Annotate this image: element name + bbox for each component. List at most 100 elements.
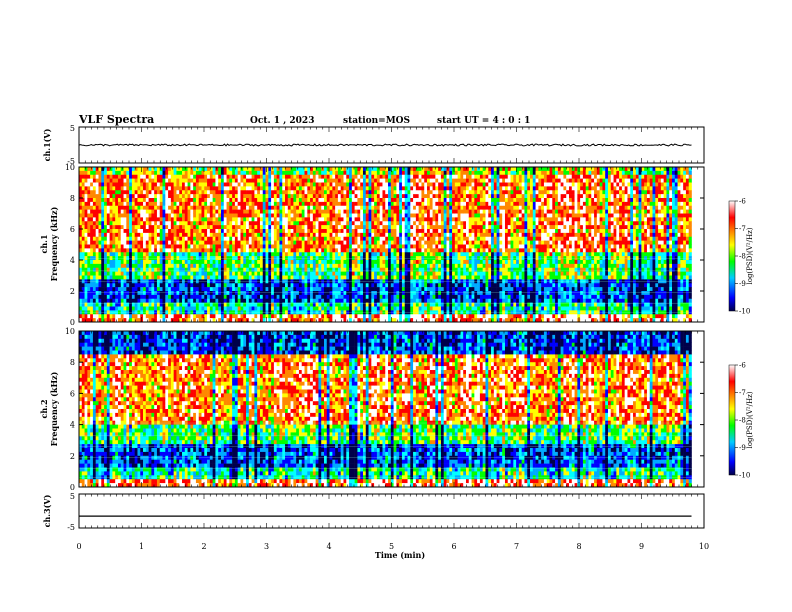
- spectrogram-cell: [310, 236, 314, 241]
- spectrogram-cell: [298, 174, 303, 179]
- spectrogram-cell: [79, 240, 83, 245]
- spectrogram-cell: [207, 167, 211, 172]
- spectrogram-cell: [326, 229, 330, 234]
- spectrogram-cell: [98, 178, 102, 183]
- spectrogram-cell: [193, 279, 197, 284]
- spectrogram-cell: [285, 201, 289, 207]
- spectrogram-cell: [232, 198, 236, 203]
- spectrogram-cell: [207, 318, 211, 323]
- spectrogram-cell: [393, 252, 397, 257]
- spectrogram-cell: [92, 225, 96, 230]
- spectrogram-cell: [204, 318, 208, 323]
- spectrogram-cell: [301, 217, 305, 222]
- spectrogram-cell: [257, 318, 261, 323]
- spectrogram-cell: [388, 248, 392, 253]
- spectrogram-cell: [201, 291, 205, 296]
- spectrogram-cell: [90, 283, 94, 288]
- spectrogram-cell: [215, 318, 219, 323]
- spectrogram-cell: [117, 302, 122, 307]
- spectrogram-cell: [237, 170, 241, 176]
- spectrogram-cell: [226, 213, 230, 218]
- spectrogram-cell: [243, 229, 247, 234]
- spectrogram-cell: [273, 252, 277, 257]
- spectrogram-cell: [120, 252, 124, 257]
- spectrogram-cell: [187, 201, 191, 207]
- spectrogram-cell: [390, 186, 394, 191]
- spectrogram-cell: [106, 221, 110, 226]
- spectrogram-cell: [92, 221, 96, 226]
- spectrogram-cell: [223, 178, 227, 183]
- spectrogram-cell: [346, 310, 350, 315]
- spectrogram-cell: [254, 287, 258, 292]
- spectrogram-cell: [326, 267, 330, 272]
- spectrogram-cell: [226, 194, 230, 199]
- spectrogram-cell: [101, 209, 105, 214]
- spectrogram-cell: [265, 229, 269, 234]
- spectrogram-cell: [106, 294, 110, 300]
- spectrogram-cell: [385, 283, 389, 288]
- spectrogram-cell: [265, 194, 269, 199]
- spectrogram-cell: [170, 236, 174, 241]
- spectrogram-cell: [312, 205, 316, 210]
- spectrogram-cell: [212, 302, 216, 307]
- spectrogram-cell: [254, 294, 258, 300]
- spectrogram-cell: [190, 260, 194, 265]
- spectrogram-cell: [262, 248, 266, 253]
- spectrogram-cell: [396, 232, 400, 238]
- spectrogram-cell: [257, 256, 261, 261]
- spectrogram-cell: [259, 213, 264, 218]
- spectrogram-cell: [154, 201, 158, 207]
- spectrogram-cell: [290, 302, 294, 307]
- spectrogram-cell: [410, 205, 414, 210]
- spectrogram-cell: [301, 167, 305, 172]
- spectrogram-cell: [84, 291, 88, 296]
- spectrogram-cell: [95, 229, 99, 234]
- spectrogram-cell: [365, 302, 369, 307]
- spectrogram-cell: [265, 232, 269, 238]
- spectrogram-cell: [282, 217, 286, 222]
- spectrogram-cell: [215, 213, 219, 218]
- spectrogram-cell: [81, 182, 85, 187]
- spectrogram-cell: [98, 201, 102, 207]
- spectrogram-cell: [273, 194, 277, 199]
- spectrogram-cell: [399, 260, 403, 265]
- spectrogram-cell: [246, 186, 250, 191]
- spectrogram-cell: [268, 260, 272, 265]
- spectrogram-cell: [404, 302, 408, 307]
- spectrogram-cell: [407, 225, 411, 230]
- spectrogram-cell: [179, 314, 183, 319]
- spectrogram-cell: [415, 167, 419, 172]
- spectrogram-cell: [220, 240, 225, 245]
- spectrogram-cell: [193, 298, 197, 303]
- spectrogram-cell: [226, 198, 230, 203]
- spectrogram-cell: [218, 244, 222, 249]
- spectrogram-cell: [123, 229, 127, 234]
- spectrogram-cell: [371, 256, 375, 261]
- spectrogram-cell: [165, 291, 169, 296]
- spectrogram-cell: [354, 240, 358, 245]
- spectrogram-cell: [410, 201, 414, 207]
- spectrogram-cell: [195, 221, 200, 226]
- spectrogram-cell: [265, 240, 269, 245]
- spectrogram-cell: [131, 260, 135, 265]
- spectrogram-cell: [201, 310, 205, 315]
- spectrogram-cell: [396, 267, 400, 272]
- spectrogram-cell: [232, 271, 236, 276]
- spectrogram-cell: [129, 170, 133, 176]
- spectrogram-cell: [307, 194, 311, 199]
- spectrogram-cell: [371, 236, 375, 241]
- spectrogram-cell: [285, 248, 289, 253]
- spectrogram-cell: [326, 201, 330, 207]
- spectrogram-cell: [198, 236, 202, 241]
- spectrogram-cell: [134, 236, 138, 241]
- spectrogram-cell: [215, 310, 219, 315]
- spectrogram-cell: [337, 209, 341, 214]
- spectrogram-cell: [95, 194, 99, 199]
- spectrogram-cell: [276, 198, 280, 203]
- spectrogram-cell: [304, 170, 308, 176]
- spectrogram-cell: [198, 252, 202, 257]
- spectrogram-cell: [401, 217, 406, 222]
- spectrogram-cell: [112, 279, 116, 284]
- spectrogram-cell: [357, 298, 361, 303]
- spectrogram-cell: [98, 209, 102, 214]
